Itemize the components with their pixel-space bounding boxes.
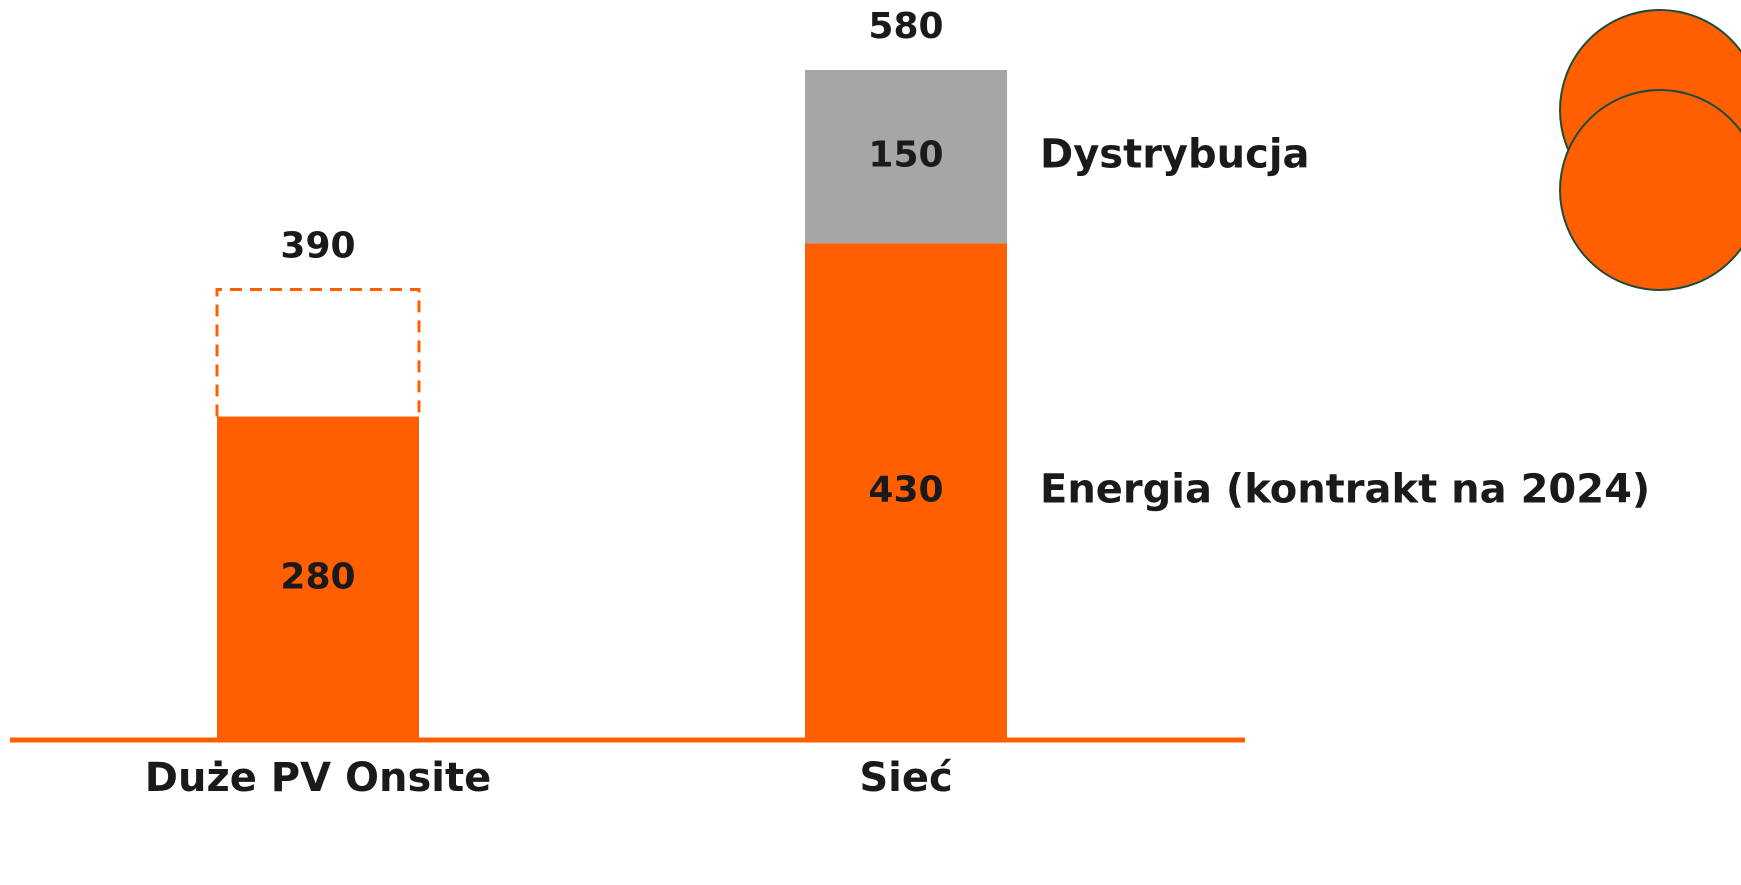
bar-segment xyxy=(805,243,1007,740)
x-tick-label: Duże PV Onsite xyxy=(145,755,491,801)
value-label: 280 xyxy=(280,556,355,597)
bar-segment xyxy=(217,416,419,740)
value-label: 150 xyxy=(868,135,943,176)
legend-label: Dystrybucja xyxy=(1040,132,1310,178)
value-label: 430 xyxy=(868,470,943,511)
total-label: 390 xyxy=(280,225,355,266)
total-label: 580 xyxy=(868,6,943,47)
legend-label: Energia (kontrakt na 2024) xyxy=(1040,467,1650,513)
bar-segment xyxy=(805,70,1007,244)
total-outline xyxy=(215,287,421,417)
decor-circle xyxy=(1559,89,1741,291)
x-tick-label: Sieć xyxy=(859,755,952,801)
